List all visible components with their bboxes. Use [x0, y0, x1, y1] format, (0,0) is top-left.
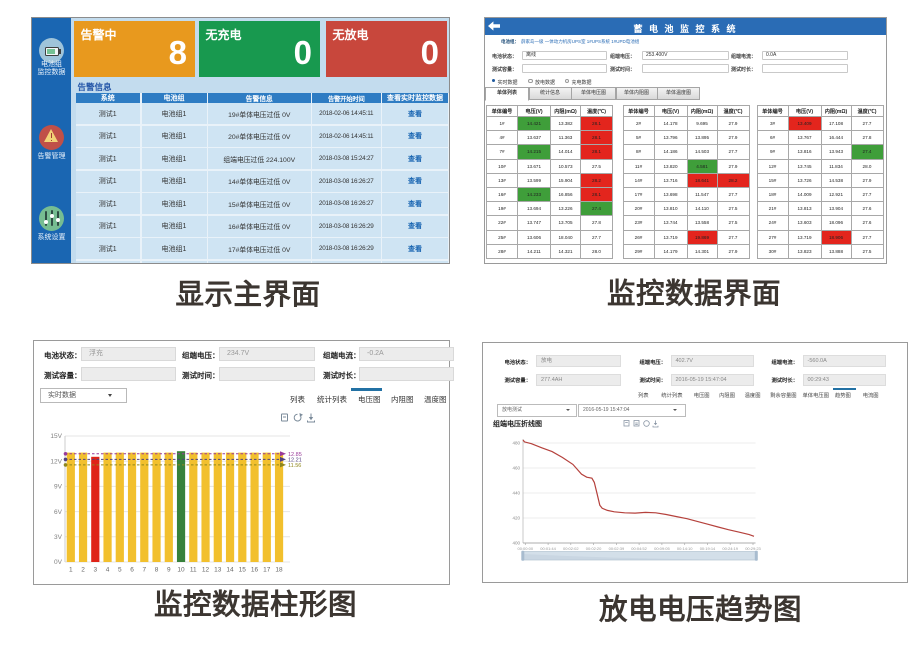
svg-text:00:19:14: 00:19:14	[700, 546, 716, 551]
svg-text:10: 10	[177, 567, 185, 574]
svg-text:7: 7	[142, 567, 146, 574]
svg-text:3V: 3V	[54, 534, 63, 541]
svg-text:00:00:00: 00:00:00	[518, 546, 534, 551]
svg-text:18: 18	[275, 567, 283, 574]
svg-text:12: 12	[202, 567, 210, 574]
svg-text:1: 1	[69, 567, 73, 574]
svg-text:6V: 6V	[54, 509, 63, 516]
svg-text:16: 16	[251, 567, 259, 574]
svg-text:11: 11	[190, 567, 197, 574]
svg-text:9V: 9V	[54, 484, 63, 491]
svg-text:420: 420	[512, 516, 520, 521]
svg-text:00:02:39: 00:02:39	[609, 546, 625, 551]
svg-text:13: 13	[214, 567, 222, 574]
svg-text:0V: 0V	[54, 559, 63, 566]
svg-text:400: 400	[512, 541, 520, 546]
svg-text:12.21: 12.21	[288, 457, 302, 463]
svg-text:11.56: 11.56	[288, 463, 301, 469]
svg-text:480: 480	[512, 441, 520, 446]
svg-text:00:14:10: 00:14:10	[677, 546, 693, 551]
svg-text:00:02:20: 00:02:20	[586, 546, 602, 551]
svg-text:460: 460	[512, 466, 520, 471]
svg-text:15: 15	[239, 567, 247, 574]
svg-text:00:02:02: 00:02:02	[563, 546, 579, 551]
svg-text:4: 4	[106, 567, 110, 574]
svg-text:00:29:23: 00:29:23	[745, 546, 761, 551]
svg-text:12.85: 12.85	[288, 452, 302, 458]
svg-text:00:09:05: 00:09:05	[654, 546, 670, 551]
svg-text:3: 3	[93, 567, 97, 574]
svg-text:14: 14	[226, 567, 234, 574]
svg-text:2: 2	[81, 567, 85, 574]
svg-text:00:01:44: 00:01:44	[540, 546, 556, 551]
svg-text:9: 9	[167, 567, 171, 574]
svg-text:8: 8	[155, 567, 159, 574]
svg-text:17: 17	[263, 567, 271, 574]
svg-text:15V: 15V	[50, 433, 62, 440]
svg-text:00:04:52: 00:04:52	[631, 546, 647, 551]
svg-text:440: 440	[512, 491, 520, 496]
svg-text:5: 5	[118, 567, 122, 574]
svg-text:6: 6	[130, 567, 134, 574]
svg-text:12V: 12V	[50, 458, 62, 465]
svg-text:00:24:19: 00:24:19	[722, 546, 738, 551]
